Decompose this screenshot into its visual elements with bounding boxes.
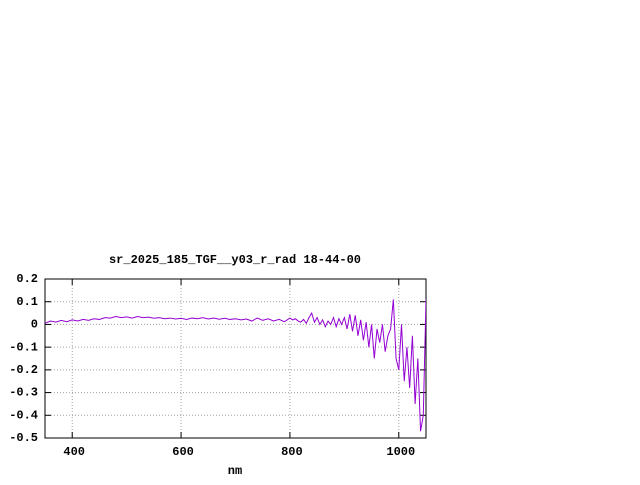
y-tick-label: -0.5 (9, 431, 38, 445)
x-axis-label: nm (228, 464, 242, 478)
x-tick-label: 600 (172, 445, 194, 459)
chart-title: sr_2025_185_TGF__y03_r_rad 18-44-00 (109, 253, 361, 267)
y-tick-label: 0.1 (16, 295, 38, 309)
y-tick-label: -0.1 (9, 340, 38, 354)
y-tick-label: 0 (31, 318, 38, 332)
data-line (45, 299, 426, 432)
y-tick-label: -0.4 (9, 408, 38, 422)
x-tick-label: 800 (281, 445, 303, 459)
y-tick-label: 0.2 (16, 272, 38, 286)
plot-border (44, 278, 427, 439)
y-tick-label: -0.2 (9, 363, 38, 377)
y-tick-label: -0.3 (9, 386, 38, 400)
x-tick-label: 400 (63, 445, 85, 459)
x-tick-label: 1000 (386, 445, 415, 459)
